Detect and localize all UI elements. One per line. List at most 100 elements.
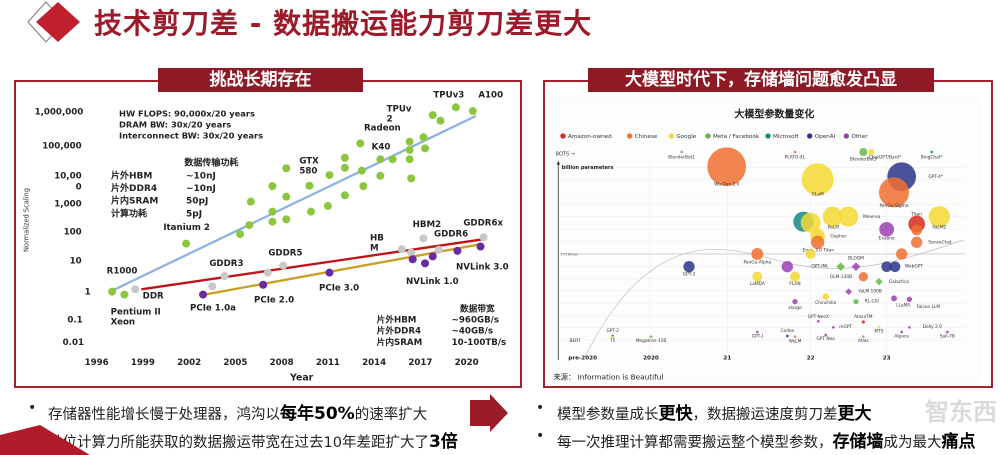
bandwidth-label: 片内SRAM bbox=[377, 336, 423, 348]
legend-swatch bbox=[560, 133, 566, 139]
x-tick: 2020 bbox=[643, 355, 659, 361]
corner-decoration bbox=[0, 425, 90, 455]
x-tick: 23 bbox=[883, 355, 891, 361]
bullet-icon: • bbox=[28, 400, 37, 416]
model-marker bbox=[811, 235, 825, 249]
model-label: Alpaca bbox=[894, 333, 909, 339]
model-label: MT5 bbox=[874, 329, 883, 335]
compute-point bbox=[268, 217, 277, 226]
compute-point bbox=[245, 221, 254, 230]
model-bubble: MT5 bbox=[874, 326, 884, 335]
model-marker bbox=[930, 150, 933, 154]
model-label: BERT bbox=[569, 338, 580, 344]
y-tick: 1 bbox=[85, 288, 91, 298]
dram-point bbox=[279, 261, 288, 270]
model-bubble bbox=[781, 261, 793, 273]
x-axis-label: Year bbox=[289, 373, 314, 384]
model-marker bbox=[859, 148, 868, 156]
data-label: GDDR5 bbox=[268, 249, 302, 259]
model-label: RL-CAI bbox=[865, 299, 879, 305]
model-label: Dolly 2.0 bbox=[923, 324, 942, 330]
energy-title: 数据传输功耗 bbox=[184, 157, 238, 169]
legend-swatch bbox=[765, 133, 771, 139]
model-marker bbox=[868, 149, 874, 155]
legend-item: Other bbox=[843, 133, 868, 140]
model-marker bbox=[911, 236, 923, 248]
model-marker bbox=[877, 326, 881, 329]
y-tick: 0.01 bbox=[63, 338, 84, 348]
data-label: Pentium II Xeon bbox=[111, 307, 161, 327]
data-label: PCIe 1.0a bbox=[190, 304, 236, 314]
model-bubble: Falcon LLM bbox=[906, 296, 940, 310]
x-tick: 22 bbox=[807, 355, 815, 361]
compute-point bbox=[108, 287, 117, 296]
dram-point bbox=[419, 234, 428, 243]
model-bubble: BingChat* bbox=[921, 150, 943, 160]
model-marker bbox=[611, 335, 614, 338]
model-bubble: BERT bbox=[569, 338, 580, 344]
bullet-icon: • bbox=[536, 400, 545, 416]
model-bubble: RL-CAI bbox=[853, 299, 879, 305]
data-label: GDDR6 bbox=[434, 230, 468, 240]
bandwidth-value: ~960GB/s bbox=[452, 315, 499, 325]
model-bubble: LaMDA bbox=[750, 271, 765, 287]
model-marker bbox=[900, 330, 903, 334]
scaling-chart: 1,000,000 100,000 10,00 0 1,000 100 10 1… bbox=[23, 90, 509, 384]
model-bubble: BlenderBot1 bbox=[668, 150, 695, 160]
data-label: DDR bbox=[143, 291, 164, 301]
bullet-icon: • bbox=[536, 428, 545, 444]
y-axis-label: Normalized Scaling bbox=[23, 188, 31, 252]
model-marker bbox=[911, 224, 922, 236]
model-bubble: Megatron-11B bbox=[636, 335, 667, 344]
data-label: GDDR6x bbox=[463, 219, 503, 229]
model-marker bbox=[680, 150, 683, 154]
watermark: 智东西 bbox=[925, 398, 997, 426]
model-marker bbox=[752, 271, 763, 282]
legend-item: Chinese bbox=[627, 133, 658, 140]
bullet-right-2: 每一次推理计算都需要搬运整个模型参数，存储墙成为最大痛点 bbox=[557, 432, 976, 452]
bullet-left-1: 存储器性能增长慢于处理器，鸿沟以每年50%的速率扩大 bbox=[48, 404, 428, 424]
interconnect-point bbox=[453, 246, 462, 255]
compute-point bbox=[376, 155, 385, 164]
compute-point bbox=[405, 155, 414, 164]
bullet-right-1: 模型参数量成长更快，数据搬运速度剪刀差更大 bbox=[557, 404, 872, 424]
right-panel-tab: 大模型时代下，存储墙问题愈发凸显 bbox=[588, 68, 934, 92]
compute-point bbox=[325, 171, 334, 180]
model-marker bbox=[891, 295, 897, 302]
model-bubble: Codex bbox=[781, 328, 795, 338]
model-bubble: Sail-7B bbox=[940, 330, 955, 339]
model-label: Ernie 3.0 Titan bbox=[803, 247, 835, 253]
data-label: GTX 580 bbox=[299, 156, 319, 176]
model-marker bbox=[851, 262, 861, 271]
model-label: Megatron-11B bbox=[636, 338, 667, 344]
model-marker bbox=[793, 150, 797, 154]
arrow-right-icon bbox=[470, 394, 508, 432]
compute-point bbox=[405, 137, 414, 146]
model-label: xlarge bbox=[788, 305, 802, 311]
compute-point bbox=[236, 230, 245, 239]
legend-swatch bbox=[843, 133, 849, 139]
model-marker bbox=[875, 278, 883, 286]
model-label: GPT-2 bbox=[606, 328, 619, 334]
model-bubble: Wu Dao 2.0 bbox=[707, 147, 746, 187]
interconnect-point bbox=[428, 252, 437, 261]
y-tick: 100,000 bbox=[42, 142, 81, 152]
data-label: Radeon bbox=[364, 124, 401, 134]
model-bubble: FLAN bbox=[789, 271, 801, 287]
model-bubble bbox=[805, 249, 816, 259]
compute-point bbox=[340, 163, 349, 172]
model-label: LaMDA bbox=[750, 281, 765, 287]
energy-value: 50pJ bbox=[186, 197, 208, 207]
data-label: A100 bbox=[478, 90, 503, 100]
compute-point bbox=[340, 191, 349, 200]
x-tick: 2011 bbox=[316, 358, 340, 368]
bandwidth-label: 片外DDR4 bbox=[377, 325, 421, 337]
interconnect-point bbox=[325, 268, 334, 277]
model-label: PaLM2 bbox=[932, 225, 946, 231]
model-marker bbox=[861, 320, 865, 324]
model-label: FLAN bbox=[789, 281, 800, 287]
model-bubble: WeLM bbox=[789, 335, 802, 345]
model-label: GPT-NeoX bbox=[808, 314, 829, 320]
model-marker bbox=[928, 206, 950, 228]
y-tick: 0 bbox=[76, 182, 82, 192]
